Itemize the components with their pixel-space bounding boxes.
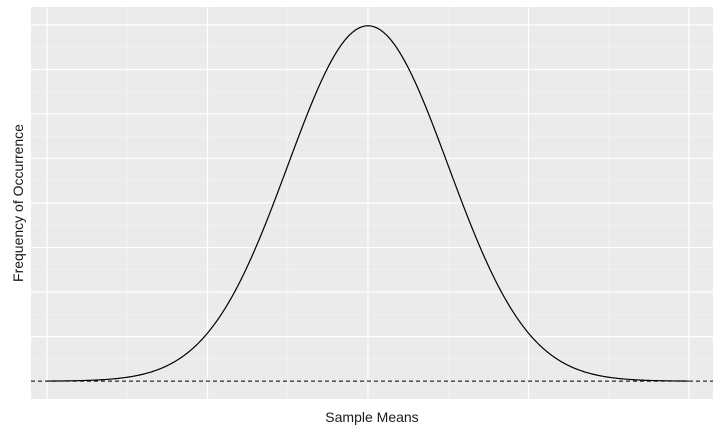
- y-axis-label: Frequency of Occurrence: [10, 124, 26, 282]
- x-axis-label: Sample Means: [325, 409, 418, 425]
- major-gridlines: [31, 7, 713, 399]
- series-normal-curve: [47, 25, 689, 382]
